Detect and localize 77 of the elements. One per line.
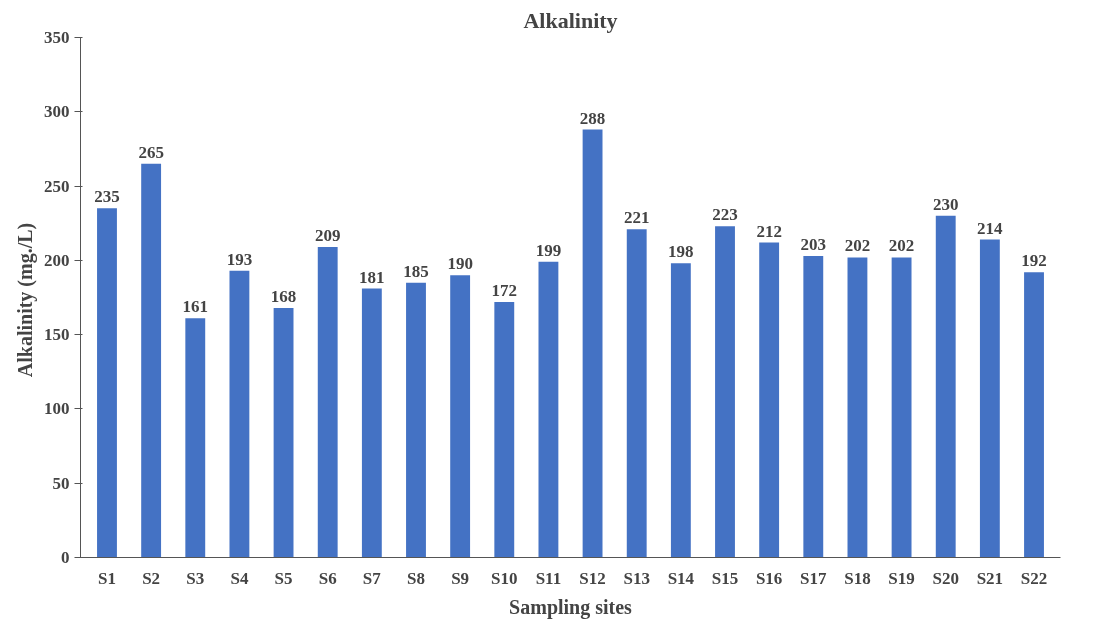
- x-tick-label: S13: [623, 568, 650, 588]
- x-tick-label: S6: [318, 568, 337, 588]
- bar: [538, 261, 559, 558]
- bar: [450, 275, 471, 558]
- data-label: 288: [579, 108, 606, 128]
- x-tick-label: S4: [230, 568, 249, 588]
- x-tick-label: S2: [142, 568, 161, 588]
- bar: [979, 239, 1000, 558]
- bar: [626, 229, 647, 558]
- bar: [185, 318, 206, 558]
- data-label: 214: [977, 218, 1004, 238]
- bar: [759, 242, 780, 558]
- y-tick-label: 50: [52, 473, 70, 493]
- bar: [406, 282, 426, 558]
- x-tick-label: S8: [407, 568, 425, 588]
- y-tick-label: 350: [44, 28, 70, 47]
- y-tick-label: 200: [44, 250, 70, 270]
- bar: [847, 257, 868, 558]
- bar: [229, 270, 250, 558]
- data-label: 202: [844, 236, 871, 256]
- data-label: 193: [226, 249, 253, 269]
- x-tick-label: S21: [976, 568, 1004, 588]
- data-label: 203: [800, 234, 827, 254]
- bar: [317, 246, 338, 558]
- data-label: 265: [138, 142, 164, 162]
- y-tick-label: 0: [61, 548, 70, 567]
- x-tick-label: S17: [800, 568, 828, 588]
- bar: [1024, 272, 1044, 558]
- bar: [891, 257, 912, 558]
- x-tick-label: S9: [451, 568, 470, 588]
- data-label: 221: [623, 208, 650, 228]
- x-tick-label: S22: [1020, 568, 1048, 588]
- bar: [273, 307, 294, 558]
- x-tick-label: S7: [362, 568, 382, 588]
- data-label: 223: [712, 205, 738, 225]
- x-tick-label: S10: [491, 568, 518, 588]
- x-tick-label: S3: [186, 568, 205, 588]
- data-label: 209: [314, 225, 341, 245]
- y-tick-label: 250: [44, 176, 70, 196]
- bar: [361, 288, 382, 558]
- data-label: 192: [1021, 251, 1047, 271]
- data-label: 230: [932, 194, 959, 214]
- data-label: 168: [270, 286, 297, 306]
- x-tick-label: S15: [711, 568, 739, 588]
- bar: [494, 301, 515, 558]
- x-tick-label: S14: [667, 568, 695, 588]
- bar: [715, 226, 735, 558]
- bar: [582, 129, 603, 558]
- x-tick-label: S20: [932, 568, 959, 588]
- data-label: 190: [447, 254, 473, 274]
- data-label: 235: [94, 187, 120, 207]
- x-tick-label: S11: [535, 568, 562, 588]
- y-tick-label: 100: [44, 399, 70, 419]
- x-tick-label: S19: [888, 568, 915, 588]
- x-tick-label: S16: [755, 568, 783, 588]
- data-label: 185: [403, 261, 429, 281]
- bar: [803, 255, 824, 558]
- data-label: 161: [182, 297, 209, 317]
- bar: [141, 163, 162, 558]
- data-label: 172: [491, 280, 518, 300]
- data-label: 199: [535, 240, 562, 260]
- bar: [935, 215, 956, 558]
- data-label: 202: [888, 236, 915, 256]
- x-tick-label: S1: [98, 568, 116, 588]
- data-label: 181: [359, 267, 385, 287]
- data-label: 198: [668, 242, 694, 262]
- bar: [670, 263, 691, 558]
- data-label: 212: [756, 221, 782, 241]
- y-tick-label: 300: [44, 102, 70, 122]
- y-tick-label: 150: [44, 325, 70, 345]
- y-axis-title: Alkalinity (mg./L): [14, 222, 37, 378]
- x-tick-label: S12: [579, 568, 606, 588]
- x-axis-title: Sampling sites: [509, 595, 633, 619]
- bar: [97, 208, 117, 558]
- x-tick-label: S18: [844, 568, 871, 588]
- x-tick-label: S5: [274, 568, 293, 588]
- chart-title: Alkalinity: [523, 7, 618, 33]
